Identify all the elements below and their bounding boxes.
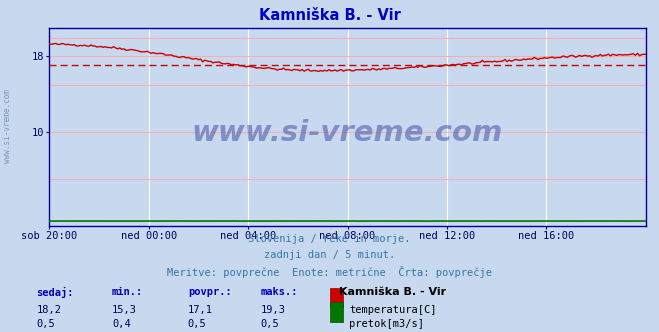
- Text: 0,5: 0,5: [260, 319, 279, 329]
- Text: 0,5: 0,5: [188, 319, 206, 329]
- Text: zadnji dan / 5 minut.: zadnji dan / 5 minut.: [264, 250, 395, 260]
- Text: 18,2: 18,2: [36, 305, 61, 315]
- Text: min.:: min.:: [112, 287, 143, 297]
- Text: pretok[m3/s]: pretok[m3/s]: [349, 319, 424, 329]
- Text: povpr.:: povpr.:: [188, 287, 231, 297]
- Text: Meritve: povprečne  Enote: metrične  Črta: povprečje: Meritve: povprečne Enote: metrične Črta:…: [167, 266, 492, 278]
- Text: temperatura[C]: temperatura[C]: [349, 305, 437, 315]
- Text: 0,5: 0,5: [36, 319, 55, 329]
- Text: Kamniška B. - Vir: Kamniška B. - Vir: [258, 8, 401, 23]
- Text: www.si-vreme.com: www.si-vreme.com: [192, 119, 503, 147]
- Text: sedaj:: sedaj:: [36, 287, 74, 298]
- Text: www.si-vreme.com: www.si-vreme.com: [3, 89, 13, 163]
- Text: 15,3: 15,3: [112, 305, 137, 315]
- Text: maks.:: maks.:: [260, 287, 298, 297]
- Text: 0,4: 0,4: [112, 319, 130, 329]
- Text: Slovenija / reke in morje.: Slovenija / reke in morje.: [248, 234, 411, 244]
- Text: 17,1: 17,1: [188, 305, 213, 315]
- Text: Kamniška B. - Vir: Kamniška B. - Vir: [339, 287, 447, 297]
- Text: 19,3: 19,3: [260, 305, 285, 315]
